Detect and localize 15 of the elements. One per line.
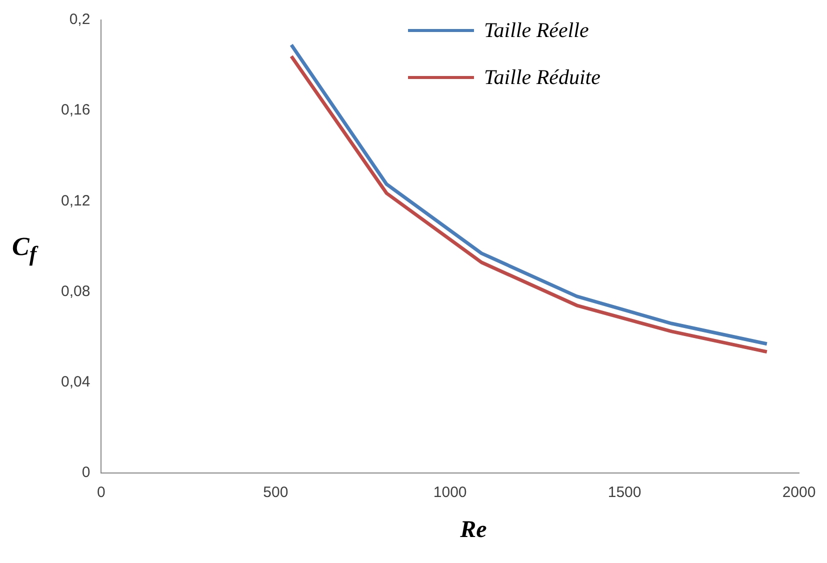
- y-tick-label: 0,08: [60, 282, 90, 300]
- y-tick-label: 0,16: [60, 102, 90, 119]
- y-tick-label: 0,04: [60, 374, 90, 391]
- y-axis-title: C$_{f}$: [12, 232, 37, 268]
- x-tick-label: 500: [263, 484, 288, 502]
- x-tick-label: 1500: [608, 484, 642, 502]
- x-tick-label: 0: [97, 484, 106, 502]
- y-tick-label: 0,12: [60, 192, 90, 210]
- legend-label: Taille Réelle: [484, 18, 589, 43]
- y-tick-label: 0,2: [69, 11, 90, 28]
- y-tick-label: 0: [82, 464, 90, 482]
- x-tick-label: 1000: [433, 484, 467, 502]
- x-axis-title: Re: [459, 517, 488, 544]
- legend-label: Taille Réduite: [484, 65, 600, 90]
- x-tick-label: 2000: [782, 484, 816, 502]
